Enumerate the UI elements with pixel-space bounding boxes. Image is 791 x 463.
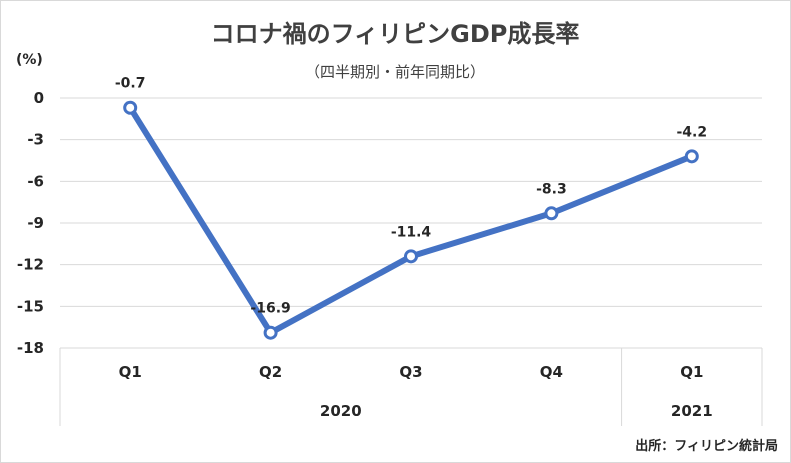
y-tick-label: -12 xyxy=(17,256,44,274)
y-tick-label: 0 xyxy=(34,89,44,107)
data-point xyxy=(263,325,278,340)
y-tick-label: -18 xyxy=(17,339,44,357)
y-axis-ticks: 0 -3 -6 -9 -12 -15 -18 xyxy=(17,89,44,357)
y-tick-label: -15 xyxy=(17,297,44,315)
data-label: -16.9 xyxy=(250,301,290,317)
y-axis-unit: (%) xyxy=(16,52,43,68)
x-category-label: Q3 xyxy=(399,363,422,381)
x-category-label: Q1 xyxy=(119,363,142,381)
x-category-label: Q2 xyxy=(259,363,282,381)
data-point xyxy=(544,206,559,221)
x-axis: Q1 Q2 Q3 Q4 Q1 2020 2021 xyxy=(59,347,763,426)
chart-title: コロナ禍のフィリピンGDP成長率 xyxy=(211,20,580,48)
x-category-label: Q1 xyxy=(680,363,703,381)
source-note: 出所：フィリピン統計局 xyxy=(635,438,778,454)
x-group-label: 2021 xyxy=(671,402,713,420)
data-point xyxy=(123,100,138,115)
y-tick-label: -6 xyxy=(27,172,44,190)
y-tick-label: -3 xyxy=(27,131,44,149)
series xyxy=(123,100,699,340)
data-point xyxy=(404,249,418,264)
data-label: -4.2 xyxy=(676,124,707,140)
data-label: -8.3 xyxy=(536,181,567,197)
data-label: -11.4 xyxy=(391,224,432,240)
data-point xyxy=(684,149,699,164)
y-tick-label: -9 xyxy=(27,214,44,232)
x-category-label: Q4 xyxy=(540,363,563,381)
data-labels: -0.7 -16.9 -11.4 -8.3 -4.2 xyxy=(115,76,707,317)
chart-subtitle: （四半期別・前年同期比） xyxy=(305,63,485,81)
data-label: -0.7 xyxy=(115,76,146,92)
x-group-label: 2020 xyxy=(320,402,362,420)
